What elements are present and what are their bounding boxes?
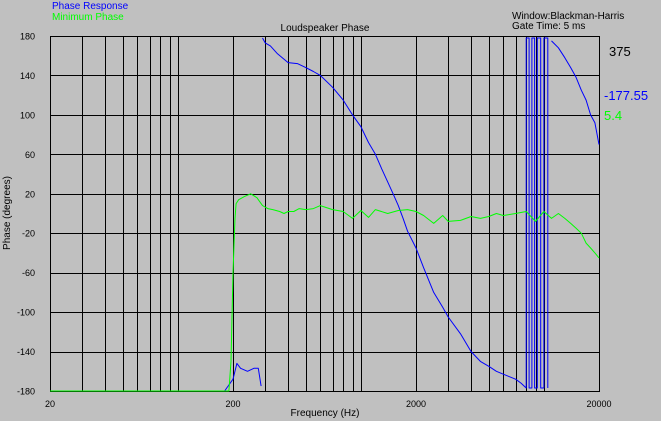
y-tick-labels: -180 -140 -100 -60 -20 20 60 100 140 180 xyxy=(17,32,35,397)
y-axis-label: Phase (degrees) xyxy=(2,176,13,250)
series-line-phase-response xyxy=(262,37,549,389)
x-tick-label: 20 xyxy=(45,399,55,409)
series-line-phase-response xyxy=(50,362,262,392)
legend-minimum-phase: Minimum Phase xyxy=(52,12,124,23)
x-axis-label: Frequency (Hz) xyxy=(291,408,360,419)
chart-grid xyxy=(50,36,600,392)
chart-title: Loudspeaker Phase xyxy=(281,23,370,34)
minimum-phase-readout: 5.4 xyxy=(604,108,623,123)
y-tick-label: 180 xyxy=(20,32,35,42)
series-line-minimum-phase xyxy=(50,193,600,392)
window-type-label: Window:Blackman-Harris xyxy=(512,11,625,22)
x-tick-label: 2000 xyxy=(406,399,426,409)
x-tick-labels: 20 200 2000 20000 xyxy=(45,399,612,409)
y-tick-label: -100 xyxy=(17,308,35,318)
y-tick-label: -60 xyxy=(22,268,35,278)
phase-response-readout: -177.55 xyxy=(604,88,649,103)
y-tick-label: -140 xyxy=(17,347,35,357)
y-tick-label: -20 xyxy=(22,229,35,239)
y-tick-label: 140 xyxy=(20,71,35,81)
cursor-frequency-readout: 375 xyxy=(609,44,631,59)
y-tick-label: 60 xyxy=(25,150,35,160)
series-line-phase-response xyxy=(551,40,600,145)
y-tick-label: 100 xyxy=(20,110,35,120)
y-tick-label: -180 xyxy=(17,387,35,397)
x-tick-label: 200 xyxy=(225,399,240,409)
plot-lines xyxy=(50,37,600,392)
plot-border xyxy=(50,36,600,392)
y-tick-label: 20 xyxy=(25,189,35,199)
legend-phase-response: Phase Response xyxy=(52,1,129,12)
gate-time-label: Gate Time: 5 ms xyxy=(512,21,586,32)
x-tick-label: 20000 xyxy=(586,399,611,409)
